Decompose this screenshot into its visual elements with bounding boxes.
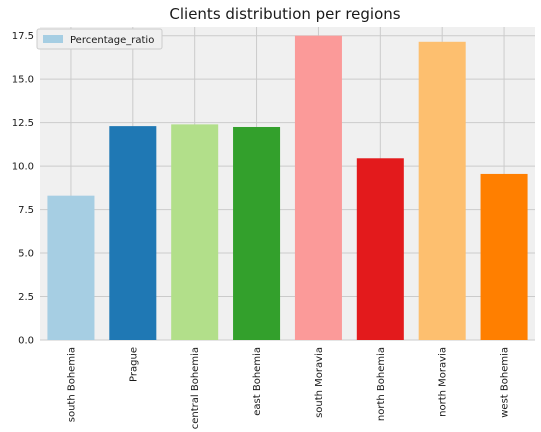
- bar-south-bohemia: [47, 195, 95, 340]
- bar-north-bohemia: [356, 158, 404, 340]
- y-tick-labels: 0.0 2.5 5.0 7.5 10.0 12.5 15.0 17.5: [12, 31, 34, 346]
- x-tick-label: south Moravia: [314, 347, 325, 418]
- x-tick-labels: south Bohemia Prague central Bohemia east B…: [66, 347, 510, 429]
- x-tick-label: central Bohemia: [190, 347, 201, 429]
- legend-swatch: [43, 35, 63, 43]
- y-tick-label: 17.5: [12, 31, 34, 42]
- y-tick-label: 15.0: [12, 75, 34, 86]
- y-tick-label: 5.0: [18, 249, 34, 260]
- bar-east-bohemia: [233, 126, 281, 340]
- y-tick-label: 0.0: [18, 336, 34, 347]
- x-tick-label: east Bohemia: [252, 347, 263, 416]
- x-tick-label: north Bohemia: [376, 347, 387, 421]
- y-tick-label: 2.5: [18, 292, 34, 303]
- x-tick-label: south Bohemia: [66, 347, 77, 422]
- legend: Percentage_ratio: [36, 28, 163, 50]
- bar-prague: [109, 126, 157, 340]
- bar-north-moravia: [418, 41, 466, 341]
- x-tick-label: west Bohemia: [500, 347, 511, 418]
- x-tick-label: north Moravia: [438, 347, 449, 417]
- bar-west-bohemia: [480, 173, 528, 340]
- y-tick-label: 7.5: [18, 205, 34, 216]
- y-tick-label: 10.0: [12, 162, 34, 173]
- chart-title: Clients distribution per regions: [169, 5, 400, 23]
- x-tick-label: Prague: [128, 347, 139, 382]
- bars: [47, 35, 528, 341]
- bar-south-moravia: [294, 35, 342, 340]
- legend-box: [36, 28, 163, 50]
- bar-central-bohemia: [171, 124, 219, 340]
- legend-label: Percentage_ratio: [70, 35, 154, 46]
- y-tick-label: 12.5: [12, 118, 34, 129]
